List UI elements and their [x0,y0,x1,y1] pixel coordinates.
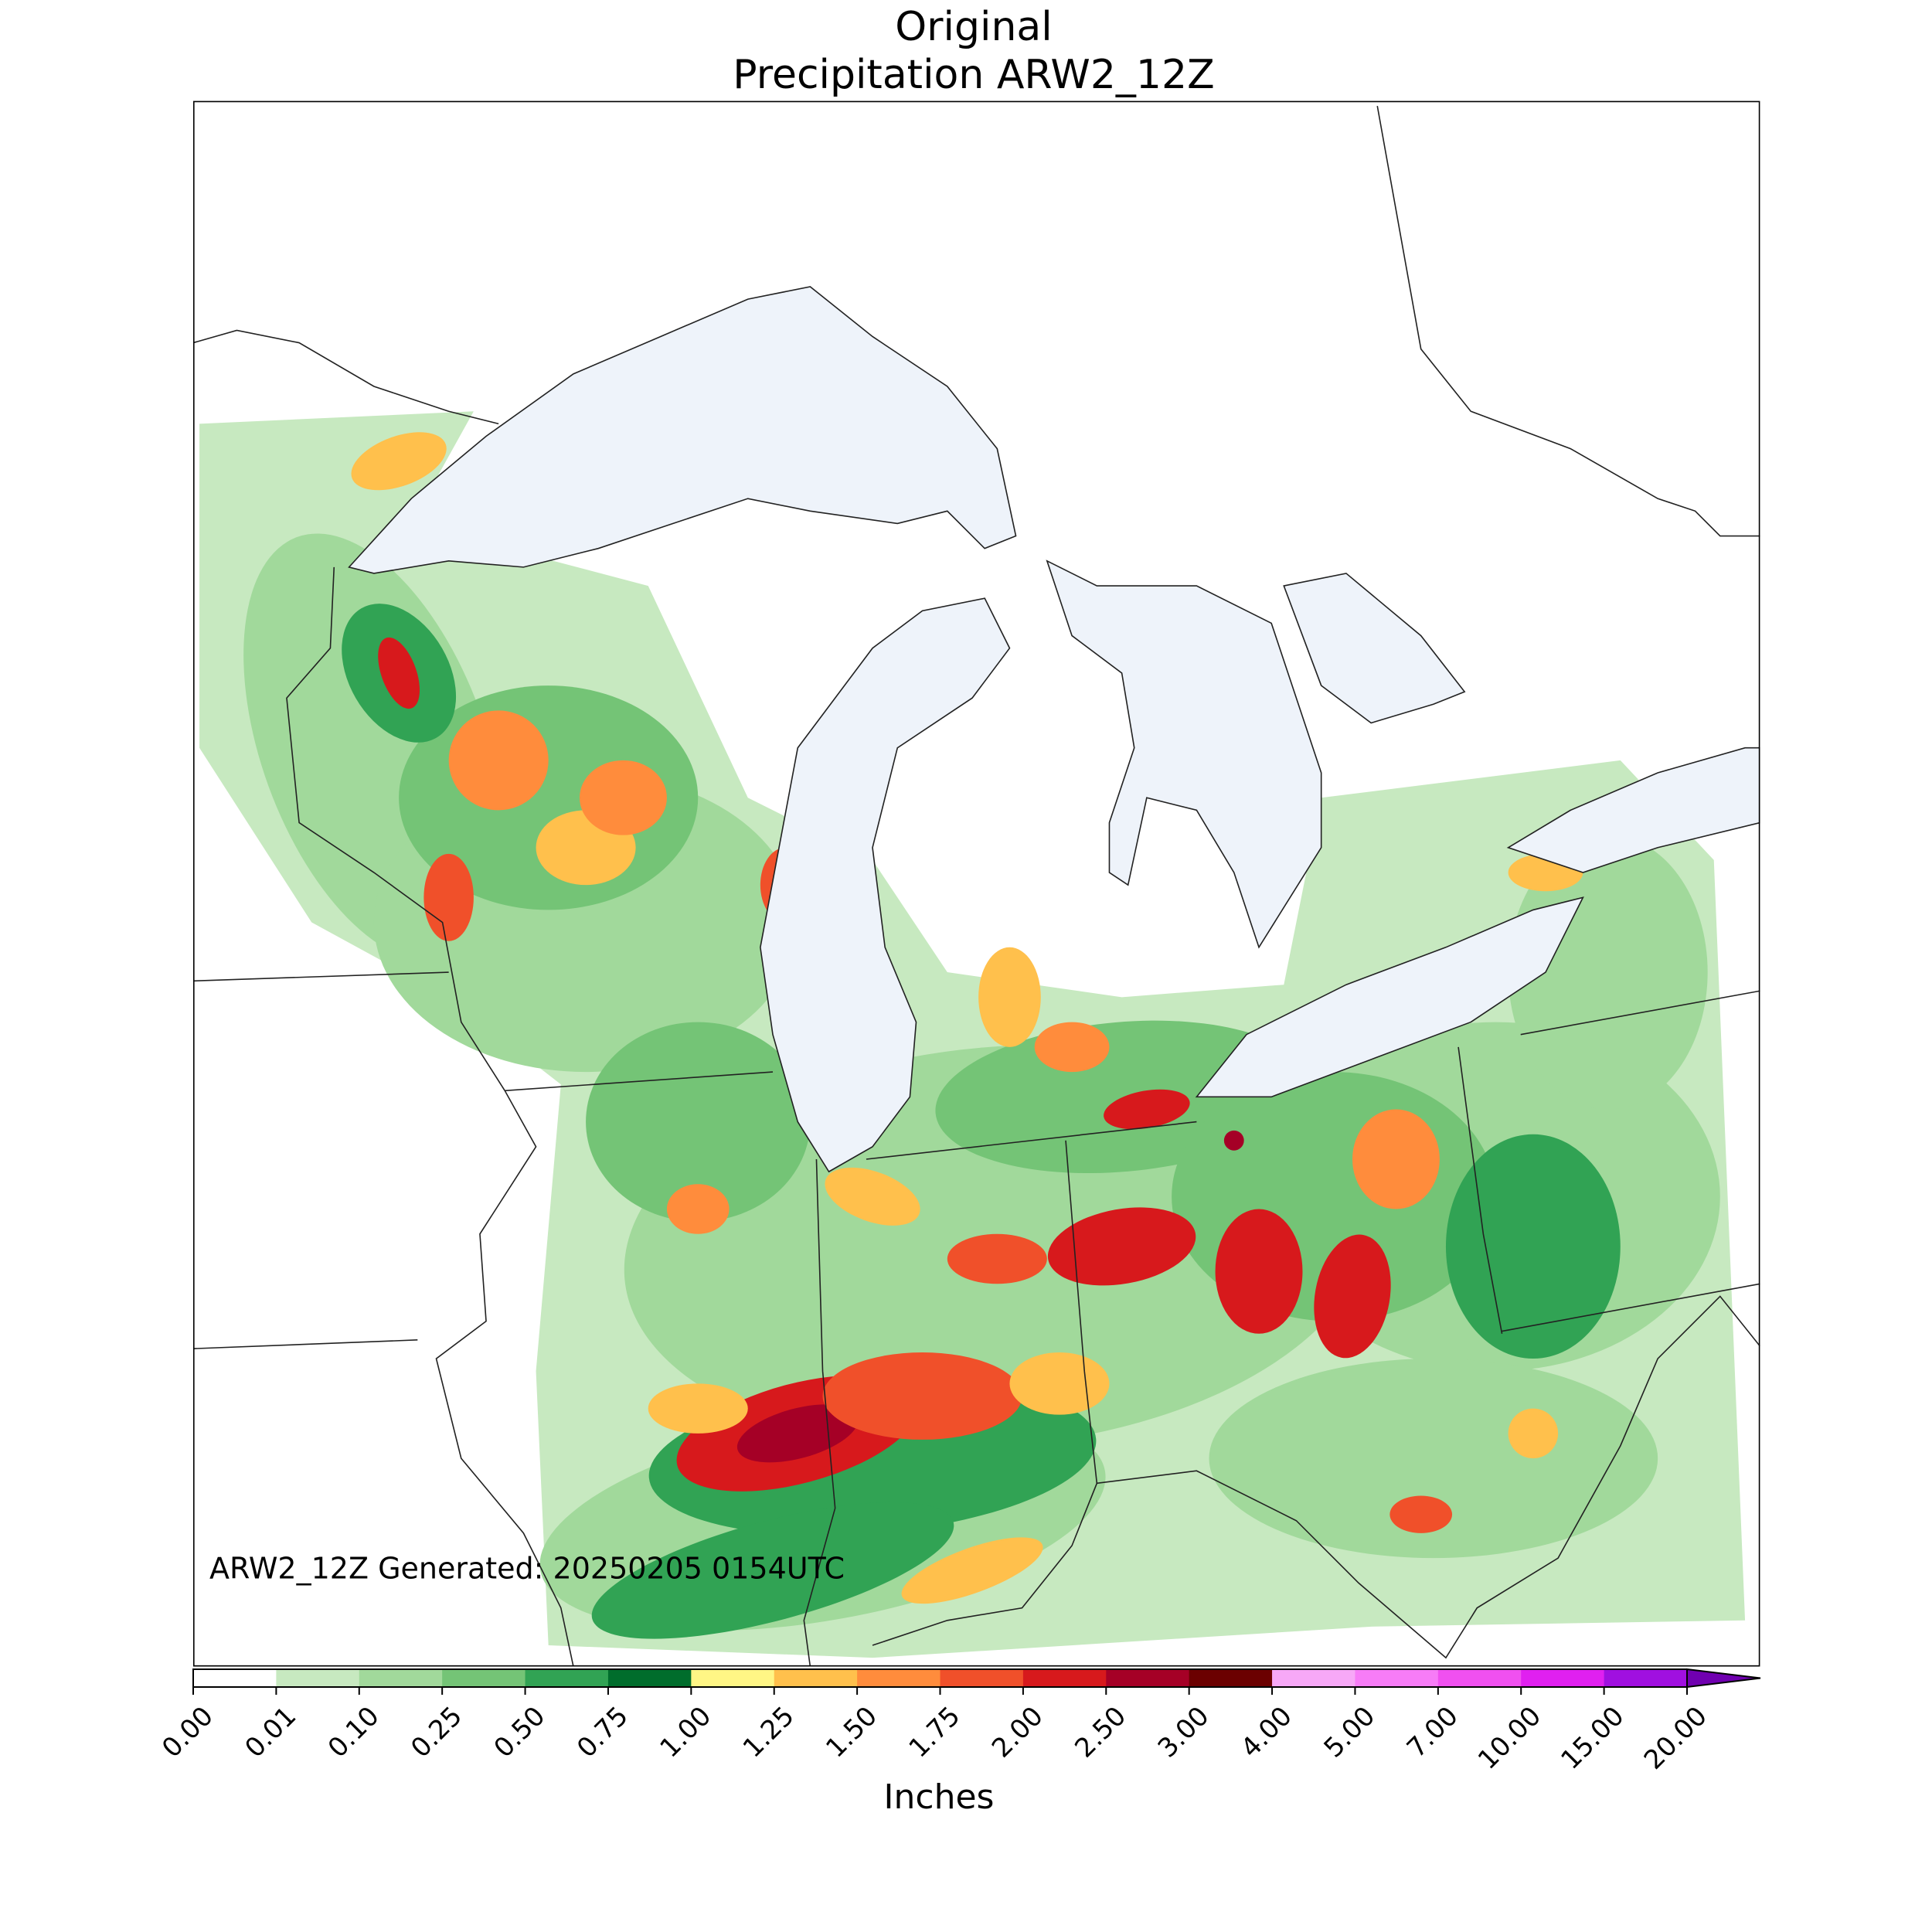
colorbar-segment [691,1669,775,1687]
state-border [1097,1295,1760,1659]
colorbar-segment [1189,1669,1273,1687]
precip-area [648,1383,748,1434]
national-border [1376,105,1760,537]
colorbar-tick-label: 3.00 [1152,1701,1216,1764]
colorbar-segment [1272,1669,1355,1687]
state-border [1520,990,1760,1036]
precip-area [586,1022,811,1222]
state-border [286,566,574,1667]
colorbar-segment [359,1669,443,1687]
colorbar-segment [276,1669,360,1687]
colorbar-tick-label: 2.50 [1069,1701,1132,1764]
lake-ontario [1506,747,1760,873]
colorbar-tick-label: 1.25 [737,1701,801,1764]
precip-area [822,1352,1022,1440]
state-border [192,971,449,982]
colorbar-tick-label: 4.00 [1235,1701,1298,1764]
precip-area [901,1537,1043,1604]
precip-area [1104,1089,1190,1130]
annotation: ARW2_12Z Generated: 20250205 0154UTC [209,1552,845,1586]
colorbar-segment [1355,1669,1439,1687]
state-border [192,1339,418,1349]
precip-area [1215,1209,1303,1334]
state-border [505,1071,774,1092]
colorbar-segment [857,1669,940,1687]
colorbar-tick-label: 0.00 [156,1701,219,1764]
colorbar-tick-label: 15.00 [1555,1701,1630,1776]
colorbar-tick-label: 0.25 [405,1701,468,1764]
colorbar-tick-label: 7.00 [1401,1701,1464,1764]
colorbar-segment [1604,1669,1688,1687]
precip-area [579,760,667,835]
precip-area [825,1167,920,1226]
precip-area [1445,1134,1621,1359]
colorbar-tick-label: 1.75 [903,1701,967,1764]
precip-area [423,853,474,941]
precip-area [947,1233,1047,1284]
precip-area [1209,1359,1658,1559]
colorbar-segment [1022,1669,1107,1687]
precip-area [1389,1495,1453,1533]
state-border [1502,1283,1760,1332]
title-line: Original [895,4,1052,50]
lake-huron [1046,560,1322,949]
colorbar-segment [442,1669,526,1687]
precip-area [736,1404,859,1463]
lake-michigan [760,597,1011,1173]
precip-area [1352,1109,1440,1209]
precip-area [1047,1207,1196,1286]
lake-superior [348,286,1017,574]
basemap [192,100,1760,1667]
colorbar-tick-label: 2.00 [986,1701,1049,1764]
state-border [1458,1046,1503,1334]
precip-area [666,1184,730,1234]
colorbar-segment [1437,1669,1522,1687]
colorbar: 0.00 0.01 0.10 0.25 0.50 0.75 1.00 1.25 1.50 1.75… [156,1668,1761,1776]
colorbar-tick-label: 0.75 [571,1701,634,1764]
colorbar-tick-label: 20.00 [1638,1701,1713,1776]
colorbar-tick-label: 0.50 [488,1701,552,1764]
precip-area [978,947,1041,1047]
colorbar-segment [774,1669,858,1687]
colorbar-tick-label: 1.00 [654,1701,717,1764]
colorbar-label: Inches [884,1777,995,1817]
precip-area [1223,1130,1244,1151]
colorbar-extend [1686,1668,1761,1689]
map [192,100,1760,1667]
precip-area [1034,1022,1110,1073]
colorbar-tick-label: 0.01 [239,1701,302,1764]
colorbar-segment [940,1669,1024,1687]
colorbar-segment [1521,1669,1605,1687]
precip-area [351,432,447,491]
colorbar-segment [193,1669,277,1687]
georgian-bay [1283,573,1466,724]
state-border [872,1140,1098,1646]
colorbar-tick-label: 10.00 [1472,1701,1547,1776]
colorbar-segment [1106,1669,1190,1687]
title-line: Precipitation ARW2_12Z [733,52,1214,98]
precip-area [378,637,420,709]
precip-area [1009,1352,1110,1415]
state-border [803,1158,836,1667]
precip-area [448,710,549,811]
precip-area [591,1502,954,1639]
colorbar-segment [525,1669,609,1687]
national-border [192,329,499,425]
colorbar-tick-label: 0.10 [322,1701,386,1764]
precip-field [199,411,1746,1658]
colorbar-segment [607,1669,692,1687]
colorbar-tick-label: 1.50 [820,1701,883,1764]
lake-erie [1195,896,1584,1098]
colorbar-tick-label: 5.00 [1318,1701,1382,1764]
precip-area [1314,1234,1391,1359]
state-border [866,1121,1197,1160]
precip-area [1508,1408,1559,1459]
